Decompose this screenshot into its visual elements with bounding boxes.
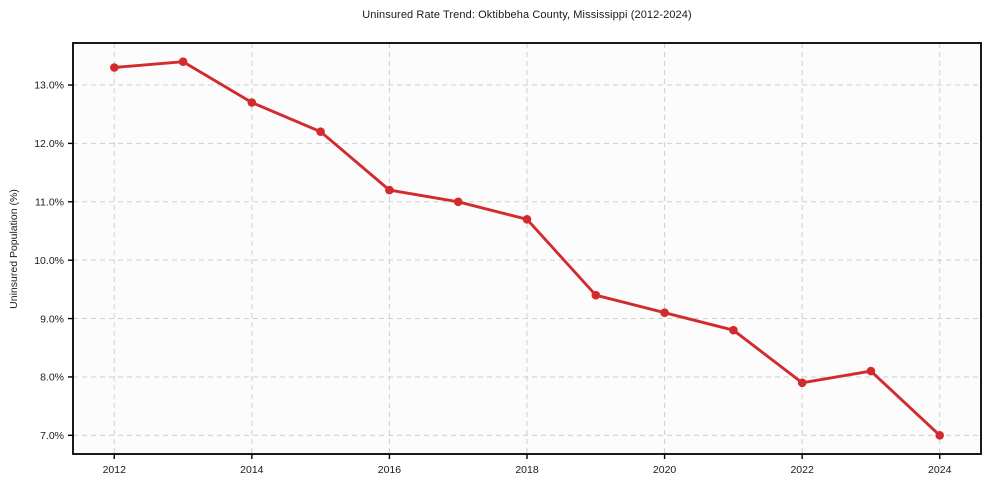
data-point-2021 xyxy=(729,325,738,335)
data-point-2019 xyxy=(591,290,601,300)
y-tick-label: 10.0% xyxy=(34,255,64,267)
data-point-2015 xyxy=(316,127,325,136)
y-tick-label: 8.0% xyxy=(40,372,64,384)
x-tick-label: 2016 xyxy=(378,464,402,476)
data-point-2014 xyxy=(247,98,257,107)
data-point-2016 xyxy=(385,185,394,195)
x-tick-label: 2020 xyxy=(653,464,677,476)
data-point-2018 xyxy=(522,215,532,224)
y-tick-label: 11.0% xyxy=(35,196,64,208)
data-point-2022 xyxy=(797,378,807,388)
x-tick-label: 2014 xyxy=(240,464,264,476)
x-tick-label: 2018 xyxy=(515,464,539,476)
data-point-2017 xyxy=(453,197,463,207)
x-tick-label: 2024 xyxy=(928,464,952,476)
chart-title: Uninsured Rate Trend: Oktibbeha County, … xyxy=(362,9,692,21)
data-point-2020 xyxy=(660,308,669,318)
data-point-2013 xyxy=(178,57,188,66)
data-point-2024 xyxy=(935,431,944,440)
y-tick-label: 7.0% xyxy=(40,430,64,442)
x-tick-label: 2022 xyxy=(790,464,814,476)
y-tick-label: 12.0% xyxy=(34,138,64,150)
plot-area xyxy=(73,43,981,454)
data-point-2023 xyxy=(866,366,876,376)
y-tick-label: 13.0% xyxy=(34,80,64,92)
data-point-2012 xyxy=(110,63,119,72)
x-tick-label: 2012 xyxy=(103,464,127,476)
y-tick-label: 9.0% xyxy=(40,313,64,325)
